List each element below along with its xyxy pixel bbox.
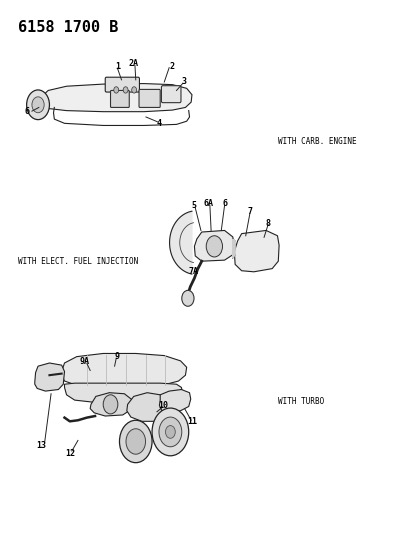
Text: 4: 4 [157, 119, 162, 128]
Circle shape [152, 408, 188, 456]
FancyBboxPatch shape [105, 77, 139, 92]
Circle shape [32, 97, 44, 113]
Text: 8: 8 [265, 219, 270, 228]
Text: 2A: 2A [128, 60, 138, 68]
Circle shape [114, 87, 118, 93]
Text: 9A: 9A [80, 358, 90, 367]
Circle shape [181, 290, 193, 306]
Polygon shape [194, 230, 234, 261]
Circle shape [119, 420, 152, 463]
Text: WITH ELECT. FUEL INJECTION: WITH ELECT. FUEL INJECTION [18, 257, 137, 265]
Text: 2: 2 [169, 62, 174, 70]
Text: 7: 7 [247, 207, 252, 216]
Text: WITH TURBO: WITH TURBO [278, 397, 324, 406]
Circle shape [159, 417, 181, 447]
Text: 9: 9 [115, 352, 120, 361]
Text: 10: 10 [158, 401, 168, 410]
Text: 3: 3 [181, 77, 186, 86]
Polygon shape [38, 84, 191, 113]
FancyBboxPatch shape [110, 91, 129, 108]
Circle shape [103, 395, 117, 414]
Circle shape [126, 429, 145, 454]
FancyBboxPatch shape [139, 90, 160, 108]
Text: 6: 6 [24, 107, 29, 116]
Circle shape [123, 87, 128, 93]
Text: WITH CARB. ENGINE: WITH CARB. ENGINE [278, 138, 356, 147]
Polygon shape [90, 393, 132, 416]
Polygon shape [35, 363, 64, 391]
Circle shape [131, 87, 136, 93]
Polygon shape [159, 390, 190, 413]
Text: 13: 13 [36, 441, 46, 450]
Polygon shape [234, 230, 279, 272]
Text: 6: 6 [222, 199, 227, 208]
Text: 5: 5 [191, 201, 196, 210]
Text: 6158 1700 B: 6158 1700 B [18, 20, 118, 35]
Polygon shape [232, 239, 234, 258]
Text: 12: 12 [65, 449, 75, 458]
Text: 11: 11 [187, 417, 196, 426]
FancyBboxPatch shape [161, 86, 180, 103]
Polygon shape [61, 353, 186, 387]
Circle shape [27, 90, 49, 119]
Text: 1: 1 [115, 62, 120, 70]
Polygon shape [169, 211, 191, 274]
Text: 6A: 6A [203, 199, 213, 208]
Circle shape [206, 236, 222, 257]
Polygon shape [64, 383, 182, 405]
Text: 7A: 7A [188, 268, 198, 276]
Polygon shape [126, 393, 170, 421]
Circle shape [165, 425, 175, 438]
